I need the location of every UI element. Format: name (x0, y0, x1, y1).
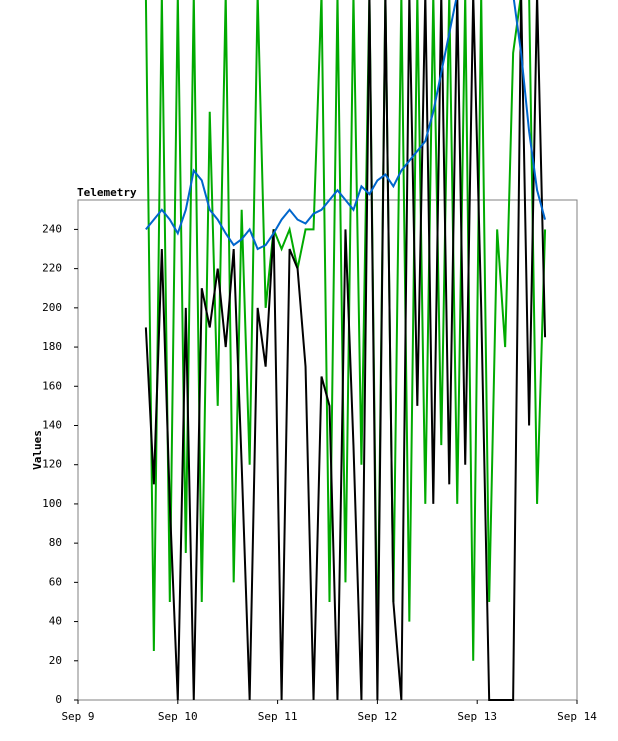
x-tick-label: Sep 11 (258, 710, 298, 723)
y-tick-label: 100 (42, 497, 62, 510)
x-tick-label: Sep 14 (557, 710, 597, 723)
y-tick-label: 40 (49, 615, 62, 628)
y-tick-label: 240 (42, 222, 62, 235)
plot-frame (77, 199, 578, 701)
x-tick-label: Sep 13 (457, 710, 497, 723)
series-line (144, 0, 547, 661)
y-tick-label: 120 (42, 458, 62, 471)
y-tick-label: 20 (49, 654, 62, 667)
x-tick-label: Sep 12 (358, 710, 398, 723)
y-tick-label: 80 (49, 536, 62, 549)
y-axis-label: Values (31, 430, 44, 470)
y-tick-label: 180 (42, 340, 62, 353)
x-tick-label: Sep 9 (61, 710, 94, 723)
y-tick-label: 160 (42, 379, 62, 392)
y-tick-label: 60 (49, 575, 62, 588)
chart-title: Telemetry (77, 186, 137, 199)
y-tick-label: 220 (42, 262, 62, 275)
series-line (145, 0, 547, 251)
y-tick-label: 140 (42, 418, 62, 431)
x-tick-label: Sep 10 (158, 710, 198, 723)
series-line (144, 0, 547, 701)
y-tick-label: 0 (55, 693, 62, 706)
y-tick-label: 200 (42, 301, 62, 314)
